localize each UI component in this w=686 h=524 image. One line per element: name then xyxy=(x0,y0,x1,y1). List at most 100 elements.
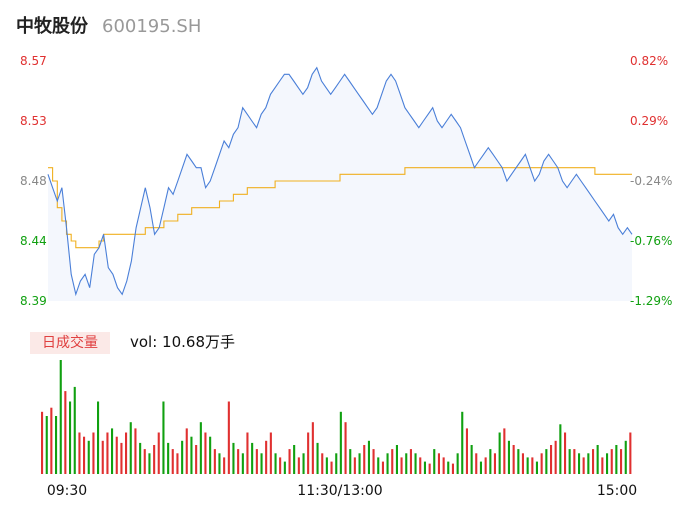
volume-bar xyxy=(321,453,324,474)
volume-bar xyxy=(255,449,258,474)
volume-bar xyxy=(620,449,623,474)
volume-bar xyxy=(316,442,319,474)
volume-bar xyxy=(139,442,142,474)
volume-bar xyxy=(241,453,244,474)
volume-bar xyxy=(587,453,590,474)
volume-bar xyxy=(148,453,151,474)
volume-bars xyxy=(41,360,632,474)
price-tick-label: 8.57 xyxy=(20,54,47,68)
volume-bar xyxy=(405,453,408,474)
volume-bar xyxy=(601,457,604,474)
volume-bar xyxy=(358,453,361,474)
volume-bar xyxy=(59,360,62,474)
volume-bar xyxy=(582,457,585,474)
volume-bar xyxy=(437,453,440,474)
volume-bar xyxy=(386,453,389,474)
volume-bar xyxy=(578,453,581,474)
price-tick-label: 8.48 xyxy=(20,174,47,188)
volume-bar xyxy=(367,440,370,474)
percent-tick-label: -1.29% xyxy=(630,294,672,308)
volume-bar xyxy=(414,453,417,474)
volume-bar xyxy=(50,407,53,474)
volume-bar xyxy=(428,463,431,474)
volume-bar xyxy=(120,442,123,474)
volume-bar xyxy=(564,432,567,474)
volume-bar xyxy=(265,440,268,474)
time-tick-label: 11:30/13:00 xyxy=(297,483,382,499)
volume-bar xyxy=(185,428,188,474)
volume-bar xyxy=(307,432,310,474)
volume-bar xyxy=(335,453,338,474)
volume-bar xyxy=(517,449,520,474)
volume-bar xyxy=(41,411,44,474)
volume-bar xyxy=(559,424,562,474)
volume-bar xyxy=(78,432,81,474)
volume-bar xyxy=(512,445,515,474)
time-tick-label: 09:30 xyxy=(47,483,87,499)
percent-tick-label: -0.24% xyxy=(630,174,672,188)
volume-bar xyxy=(531,457,534,474)
time-axis-labels: 09:30 11:30/13:00 15:00 xyxy=(47,483,637,499)
volume-bar xyxy=(610,449,613,474)
volume-bar xyxy=(283,461,286,474)
volume-bar xyxy=(442,457,445,474)
volume-bar xyxy=(73,386,76,474)
volume-bar xyxy=(195,445,198,474)
volume-bar xyxy=(218,453,221,474)
volume-bar xyxy=(101,440,104,474)
volume-bar xyxy=(171,449,174,474)
volume-bar xyxy=(503,428,506,474)
average-price-line xyxy=(48,167,632,249)
volume-bar xyxy=(125,432,128,474)
volume-bar xyxy=(479,461,482,474)
volume-bar xyxy=(507,440,510,474)
volume-bar xyxy=(461,411,464,474)
percent-tick-label: 0.29% xyxy=(630,114,668,128)
stock-code: 600195.SH xyxy=(102,16,202,37)
volume-bar xyxy=(311,422,314,474)
volume-bar xyxy=(115,436,118,474)
volume-bar xyxy=(419,457,422,474)
stock-name: 中牧股份 xyxy=(16,16,88,37)
volume-bar xyxy=(227,401,230,474)
volume-bar xyxy=(134,428,137,474)
volume-tab[interactable]: 日成交量 xyxy=(30,332,110,354)
volume-bar xyxy=(391,449,394,474)
volume-bar xyxy=(363,445,366,474)
volume-bar xyxy=(489,449,492,474)
volume-bar xyxy=(87,440,90,474)
volume-bar xyxy=(484,457,487,474)
volume-bar xyxy=(554,440,557,474)
volume-bar xyxy=(330,461,333,474)
volume-bar xyxy=(181,440,184,474)
volume-bar xyxy=(344,422,347,474)
average-series-line xyxy=(48,167,632,249)
volume-bar xyxy=(246,432,249,474)
price-line xyxy=(47,66,633,297)
volume-bar xyxy=(69,401,72,474)
volume-bar xyxy=(377,457,380,474)
volume-bar xyxy=(288,449,291,474)
volume-bar xyxy=(568,449,571,474)
volume-bar xyxy=(92,432,95,474)
volume-bar xyxy=(129,422,132,474)
volume-bar xyxy=(279,457,282,474)
volume-bar xyxy=(157,432,160,474)
volume-bar xyxy=(349,449,352,474)
price-area xyxy=(48,67,632,301)
volume-bar xyxy=(143,449,146,474)
price-area-fill xyxy=(48,67,632,301)
volume-value: vol: 10.68万手 xyxy=(130,333,235,351)
volume-bar xyxy=(153,445,156,474)
time-tick-label: 15:00 xyxy=(597,483,637,499)
volume-bar xyxy=(545,449,548,474)
volume-bar xyxy=(64,391,67,474)
volume-bar xyxy=(526,457,529,474)
volume-bar xyxy=(465,428,468,474)
volume-bar xyxy=(409,449,412,474)
volume-bar xyxy=(55,416,58,474)
volume-bar xyxy=(400,457,403,474)
volume-bar xyxy=(297,457,300,474)
volume-bar xyxy=(199,422,202,474)
volume-bar xyxy=(629,432,632,474)
